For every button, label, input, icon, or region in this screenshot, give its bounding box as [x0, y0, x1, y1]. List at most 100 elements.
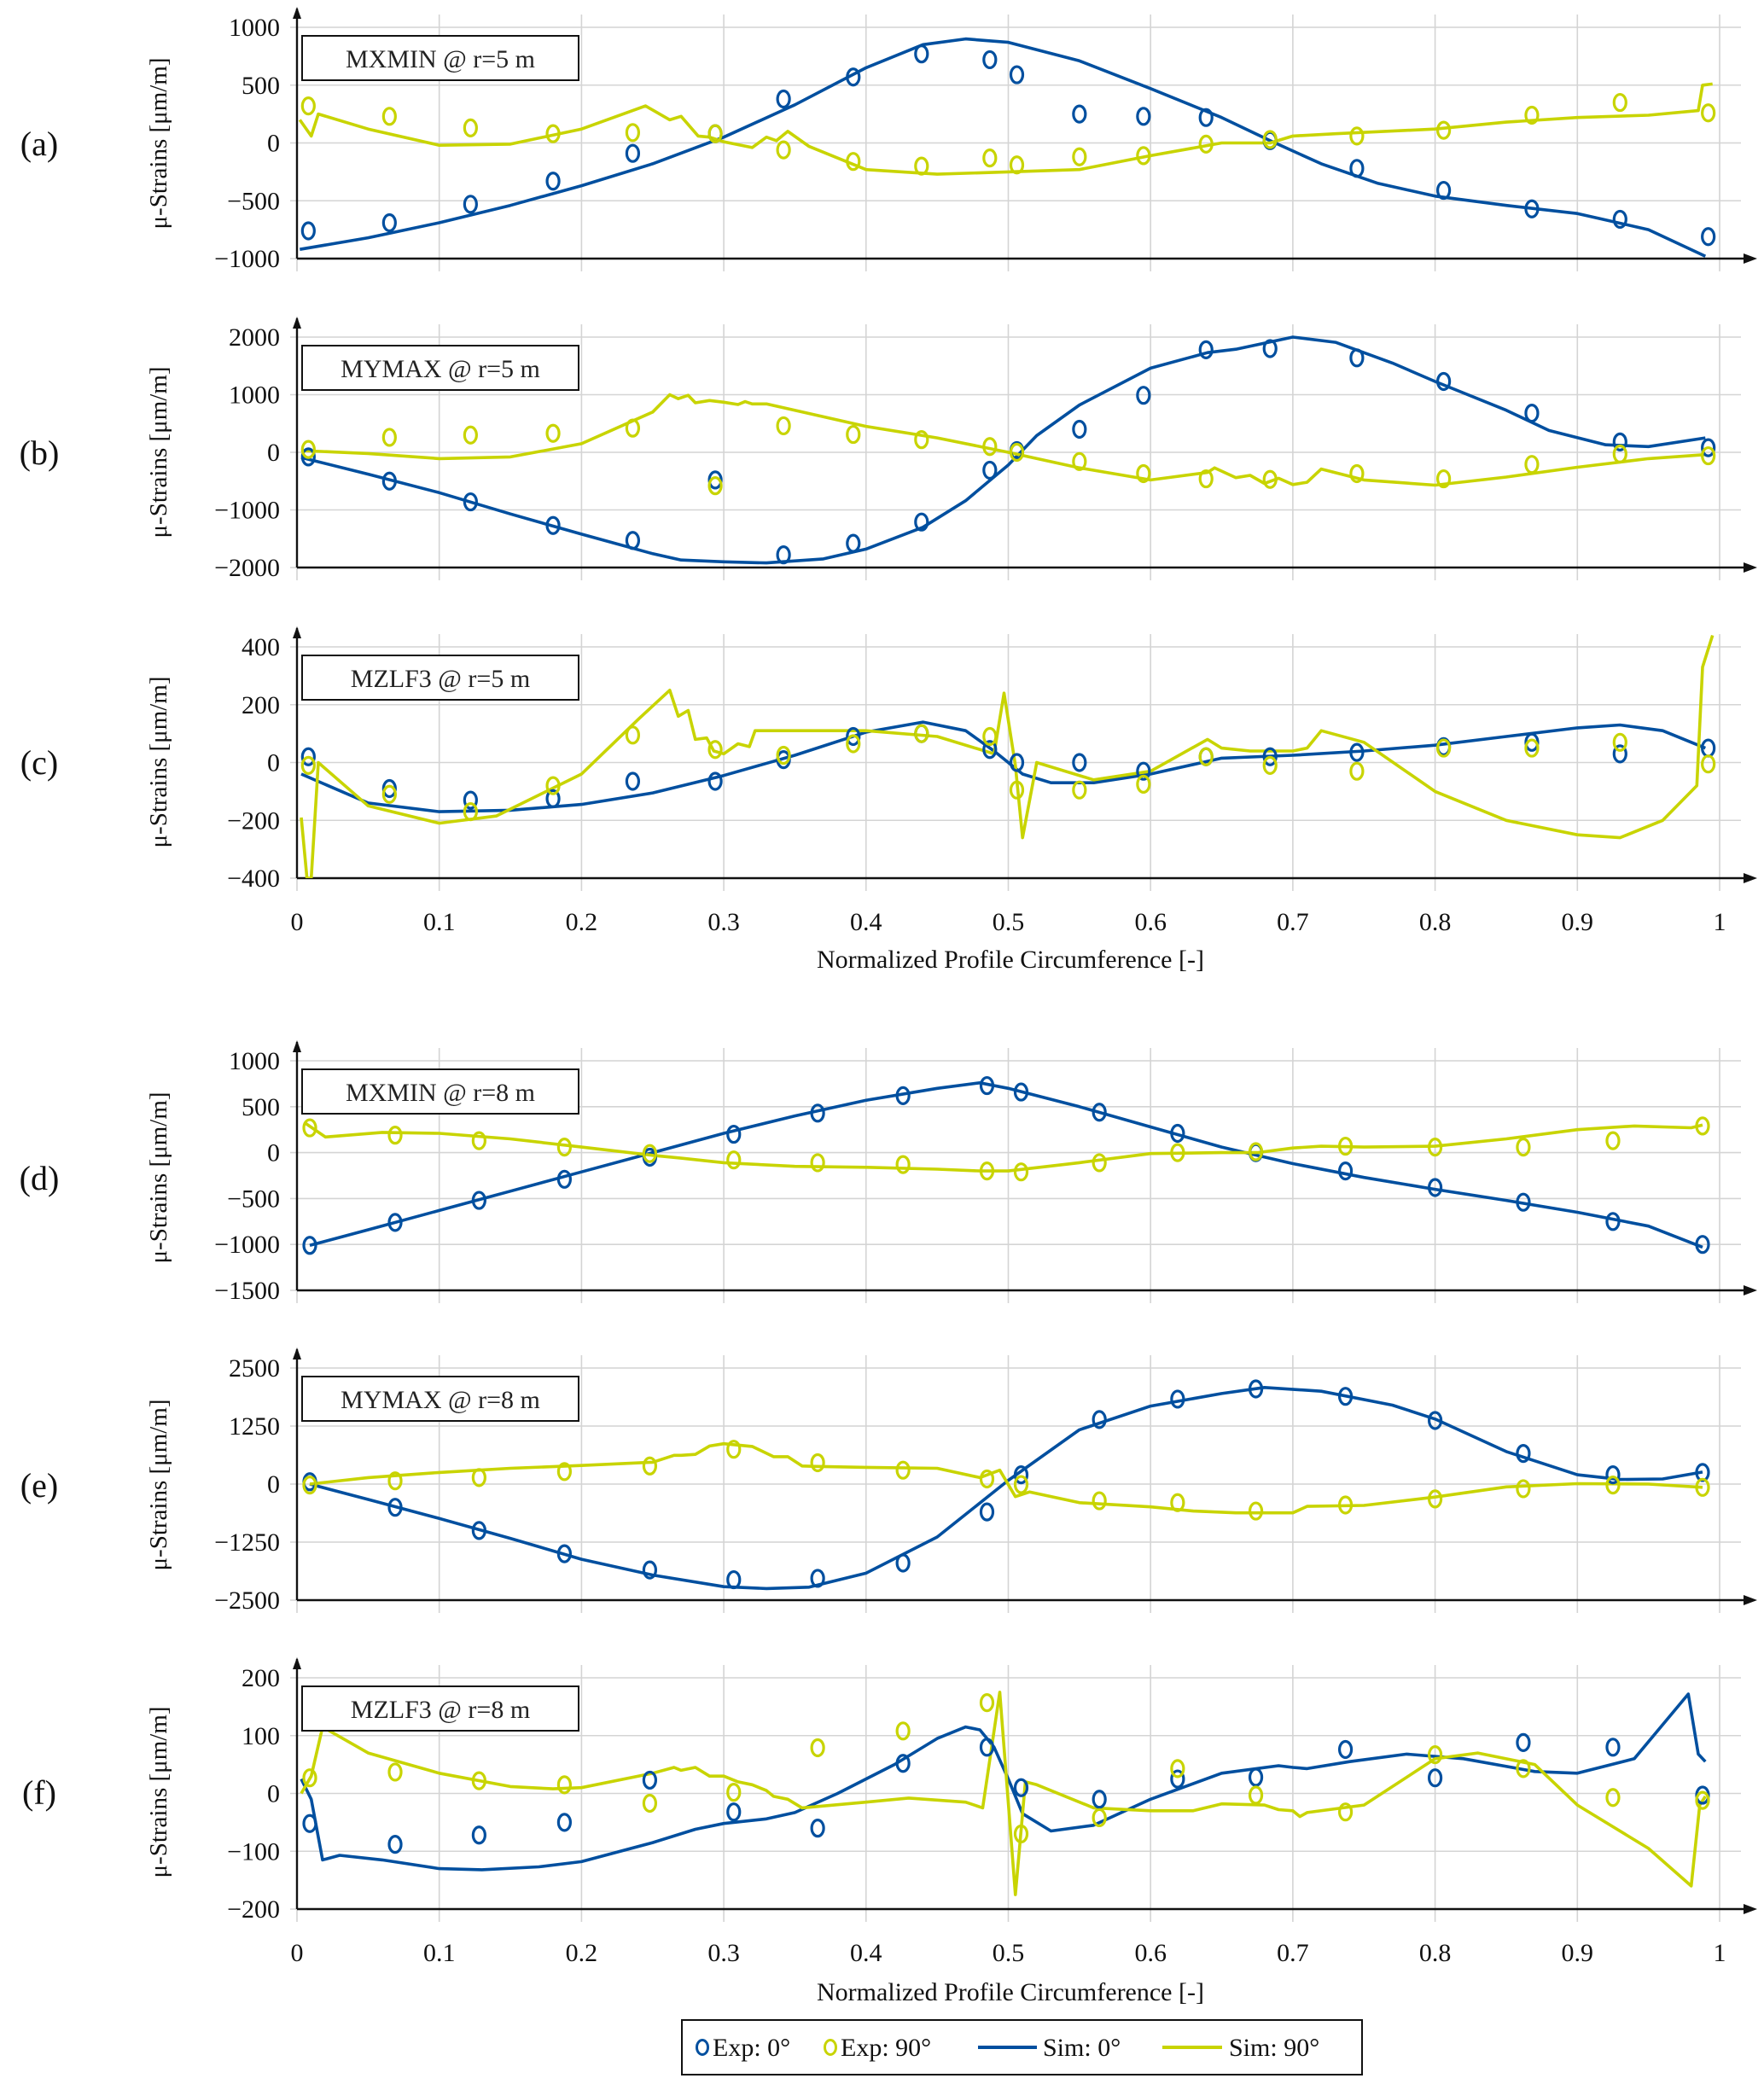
y-tick-label: 0	[267, 1139, 280, 1167]
y-tick-label: 0	[267, 439, 280, 467]
data-point	[1605, 1131, 1621, 1150]
x-tick-label: 0.6	[1134, 1939, 1167, 1967]
data-point	[1337, 1161, 1354, 1181]
data-point	[1612, 732, 1627, 752]
data-point	[545, 124, 561, 143]
y-tick-label: 2000	[229, 323, 280, 352]
data-point	[1013, 1475, 1029, 1494]
x-axis-arrow-icon	[1744, 873, 1757, 883]
x-tick-label: 0.3	[707, 908, 740, 936]
data-point	[846, 152, 861, 172]
y-tick-label: −200	[227, 806, 280, 835]
data-point	[982, 148, 998, 168]
data-point	[471, 1468, 486, 1487]
data-point	[1427, 1489, 1443, 1509]
data-point	[1605, 1738, 1621, 1757]
data-point	[726, 1440, 742, 1459]
panel-a: 1000 500 0 −500 −1000 μ-Strains [μm/m] (a) MXMI…	[20, 7, 1757, 273]
data-point	[895, 1086, 911, 1105]
x-axis-label-upper: Normalized Profile Circumference [-]	[817, 946, 1204, 974]
panel-title-box: MXMIN @ r=5 m	[301, 35, 579, 81]
data-point	[381, 428, 397, 447]
data-point	[545, 172, 561, 191]
data-point	[707, 740, 723, 760]
data-point	[300, 755, 316, 775]
data-point	[1605, 1212, 1621, 1231]
data-point	[1349, 126, 1365, 146]
series-line-sim-90	[300, 634, 1715, 878]
data-point	[1695, 1477, 1710, 1497]
data-point	[1092, 1808, 1107, 1828]
data-point	[1136, 386, 1151, 405]
x-axis-arrow-icon	[1744, 1285, 1757, 1295]
data-point	[1337, 1495, 1354, 1515]
data-point	[302, 1475, 317, 1495]
y-tick-label: 500	[242, 72, 280, 100]
data-point	[1524, 738, 1540, 758]
data-point	[810, 1738, 825, 1758]
panel-d: 1000 500 0 −500 −1000 −1500 μ-Strains [μm/m] (d…	[20, 1040, 1757, 1305]
y-tick-label: 1250	[229, 1412, 280, 1441]
panel-title-frame	[301, 655, 579, 701]
data-point	[1136, 107, 1151, 126]
data-point	[1198, 469, 1214, 489]
y-tick-label: 0	[267, 749, 280, 777]
data-point	[1262, 339, 1278, 358]
panel-label: (f)	[22, 1773, 56, 1812]
data-point	[463, 790, 478, 810]
data-point	[463, 425, 478, 445]
panel-label: (e)	[20, 1466, 58, 1505]
data-point	[625, 418, 641, 438]
data-point	[556, 1544, 572, 1563]
data-point	[381, 107, 397, 126]
data-point	[1009, 442, 1025, 463]
y-tick-label: 1000	[229, 1047, 280, 1075]
series-markers-exp-0	[302, 1379, 1710, 1590]
data-point	[302, 1813, 317, 1833]
legend-item-sim-0: Sim: 0°	[978, 2034, 1121, 2062]
data-point	[1337, 1136, 1354, 1156]
data-point	[1516, 1479, 1531, 1499]
data-point	[1701, 227, 1716, 247]
y-axis-label: μ-Strains [μm/m]	[145, 366, 172, 538]
data-point	[1136, 146, 1151, 166]
data-point	[810, 1103, 825, 1123]
x-tick-label: 0.9	[1562, 908, 1594, 936]
data-point	[1701, 103, 1716, 123]
data-point	[982, 49, 998, 70]
data-point	[726, 1569, 742, 1590]
x-tick-label: 0	[291, 1939, 304, 1967]
data-point	[776, 140, 791, 160]
data-point	[914, 430, 929, 450]
data-point	[1516, 1138, 1531, 1157]
panel-title-frame	[301, 1068, 579, 1115]
data-point	[1009, 753, 1025, 772]
y-tick-label: −400	[227, 865, 280, 893]
data-point	[1427, 1178, 1443, 1197]
data-point	[1092, 1153, 1107, 1173]
data-point	[914, 512, 929, 532]
panel-e: 2500 1250 0 −1250 −2500 μ-Strains [μm/m] (e) MY…	[20, 1348, 1757, 1615]
x-axis-arrow-icon	[1744, 562, 1757, 573]
data-point	[625, 531, 641, 550]
panel-b: 2000 1000 0 −1000 −2000 μ-Strains [μm/m] (b) MY…	[20, 317, 1757, 582]
panel-title: MYMAX @ r=5 m	[341, 355, 540, 383]
data-point	[1427, 1745, 1443, 1765]
data-point	[471, 1521, 486, 1540]
data-point	[300, 747, 316, 766]
data-point	[642, 1560, 658, 1580]
y-tick-label: −200	[227, 1895, 280, 1924]
y-tick-label: −2500	[214, 1586, 280, 1615]
series-markers-exp-90	[300, 724, 1716, 822]
x-tick-label: 1	[1714, 908, 1726, 936]
panel-title-box: MYMAX @ r=8 m	[301, 1376, 579, 1422]
data-point	[1013, 1778, 1029, 1797]
data-point	[625, 143, 641, 163]
panel-title: MZLF3 @ r=5 m	[351, 665, 530, 693]
data-point	[463, 195, 478, 214]
data-point	[387, 1835, 403, 1854]
data-point	[1248, 1501, 1264, 1521]
data-point	[1136, 774, 1151, 795]
y-tick-label: 400	[242, 633, 280, 661]
